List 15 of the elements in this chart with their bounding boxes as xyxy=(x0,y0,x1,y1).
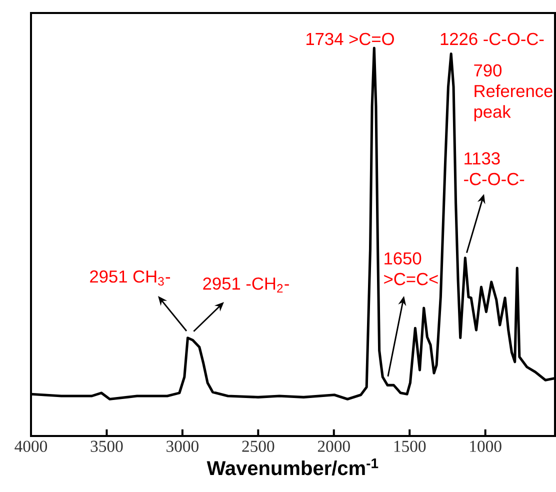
annotation: 1734 >C=O xyxy=(306,32,394,46)
annotation: 1133 -C-O-C- xyxy=(464,152,524,186)
x-tick-label: 2000 xyxy=(318,440,350,452)
annotation: 2951 -CH$_{2}$- xyxy=(203,277,289,293)
x-tick-label: 3000 xyxy=(166,440,198,452)
x-axis-title: Wavenumber/cm$^{-1}$ xyxy=(206,458,378,476)
annotation: 1226 -C-O-C- xyxy=(440,32,544,46)
x-tick-label: 1000 xyxy=(470,440,502,452)
x-tick-label: 3500 xyxy=(90,440,123,452)
x-tick-label: 4000 xyxy=(14,440,48,452)
annotation: 1650 >C=C< xyxy=(384,252,438,286)
x-tick-label: 2500 xyxy=(242,440,274,452)
annotation: 790 Reference peak xyxy=(474,64,552,122)
annotation: 2951 CH$_{3}$- xyxy=(90,270,170,286)
x-tick-label: 1500 xyxy=(394,440,426,452)
